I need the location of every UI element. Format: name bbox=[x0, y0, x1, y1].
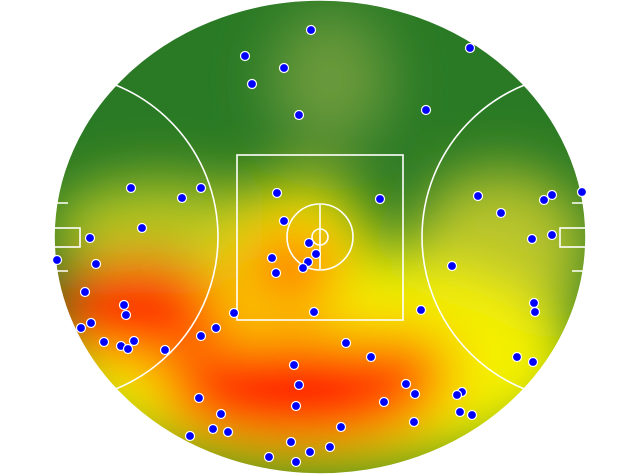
point bbox=[293, 379, 305, 391]
point bbox=[176, 192, 188, 204]
point bbox=[528, 297, 540, 309]
point bbox=[415, 304, 427, 316]
point bbox=[120, 309, 132, 321]
point bbox=[118, 299, 130, 311]
point bbox=[472, 190, 484, 202]
point bbox=[85, 317, 97, 329]
point bbox=[464, 42, 476, 54]
point bbox=[222, 426, 234, 438]
point bbox=[310, 248, 322, 260]
point bbox=[546, 229, 558, 241]
point bbox=[340, 337, 352, 349]
point bbox=[290, 400, 302, 412]
point bbox=[288, 359, 300, 371]
point bbox=[184, 430, 196, 442]
point bbox=[263, 451, 275, 463]
point bbox=[239, 50, 251, 62]
point bbox=[84, 232, 96, 244]
point bbox=[290, 456, 302, 468]
point bbox=[79, 286, 91, 298]
point bbox=[266, 252, 278, 264]
point bbox=[408, 416, 420, 428]
point bbox=[193, 392, 205, 404]
point bbox=[538, 194, 550, 206]
point bbox=[195, 330, 207, 342]
point bbox=[576, 186, 588, 198]
point bbox=[454, 406, 466, 418]
point bbox=[271, 187, 283, 199]
point bbox=[285, 436, 297, 448]
point bbox=[297, 262, 309, 274]
point bbox=[527, 356, 539, 368]
point bbox=[365, 351, 377, 363]
point bbox=[75, 322, 87, 334]
point bbox=[303, 237, 315, 249]
point bbox=[546, 189, 558, 201]
point bbox=[278, 62, 290, 74]
point bbox=[495, 207, 507, 219]
point bbox=[270, 267, 282, 279]
point bbox=[159, 344, 171, 356]
point bbox=[374, 193, 386, 205]
point bbox=[420, 104, 432, 116]
point bbox=[305, 24, 317, 36]
point bbox=[451, 389, 463, 401]
point bbox=[324, 441, 336, 453]
point bbox=[195, 182, 207, 194]
point bbox=[400, 378, 412, 390]
point bbox=[378, 396, 390, 408]
point bbox=[304, 446, 316, 458]
point bbox=[207, 423, 219, 435]
point bbox=[526, 233, 538, 245]
point bbox=[529, 306, 541, 318]
point bbox=[308, 306, 320, 318]
point bbox=[335, 421, 347, 433]
point bbox=[215, 408, 227, 420]
point bbox=[293, 109, 305, 121]
point bbox=[136, 222, 148, 234]
point bbox=[246, 78, 258, 90]
point bbox=[278, 215, 290, 227]
point bbox=[409, 388, 421, 400]
point bbox=[98, 336, 110, 348]
point bbox=[125, 182, 137, 194]
point bbox=[466, 409, 478, 421]
point bbox=[128, 335, 140, 347]
point bbox=[51, 254, 63, 266]
point bbox=[446, 260, 458, 272]
point bbox=[228, 307, 240, 319]
point bbox=[210, 322, 222, 334]
point bbox=[90, 258, 102, 270]
point bbox=[122, 343, 134, 355]
point bbox=[511, 351, 523, 363]
